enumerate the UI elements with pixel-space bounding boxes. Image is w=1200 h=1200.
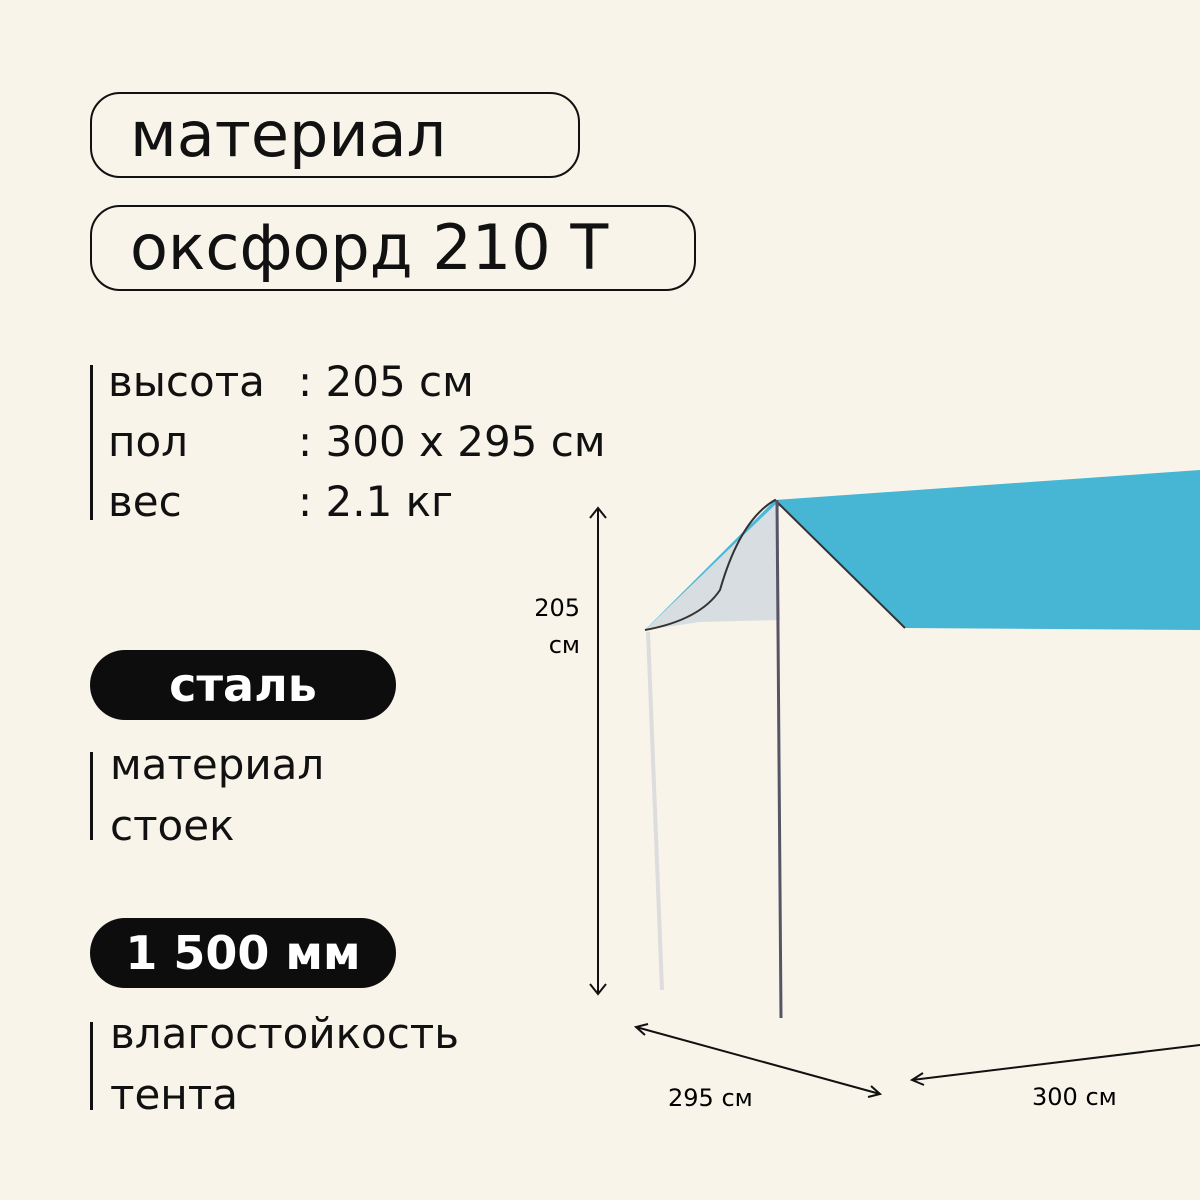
caption: тента [110,1070,238,1119]
material-label: материал [90,92,580,178]
caption: стоек [110,801,235,850]
dim: 295 см [668,1084,753,1112]
bar [90,365,93,520]
badge: сталь [90,650,396,720]
badge: 1 500 мм [90,918,396,988]
caption: влагостойкость [110,1009,460,1058]
spec-name: высота [108,357,265,406]
dim: 205 [534,594,580,622]
bar [90,752,93,840]
dim: см [549,631,580,659]
spec-value: : 205 см [298,357,474,406]
caption: материал [110,740,325,789]
spec-name: вес [108,477,182,526]
spec-value: : 300 х 295 см [298,417,606,466]
dim: 300 см [1032,1083,1117,1111]
material-value: оксфорд 210 Т [90,205,696,291]
spec-name: пол [108,417,189,466]
spec-value: : 2.1 кг [298,477,454,526]
bar [90,1022,93,1110]
